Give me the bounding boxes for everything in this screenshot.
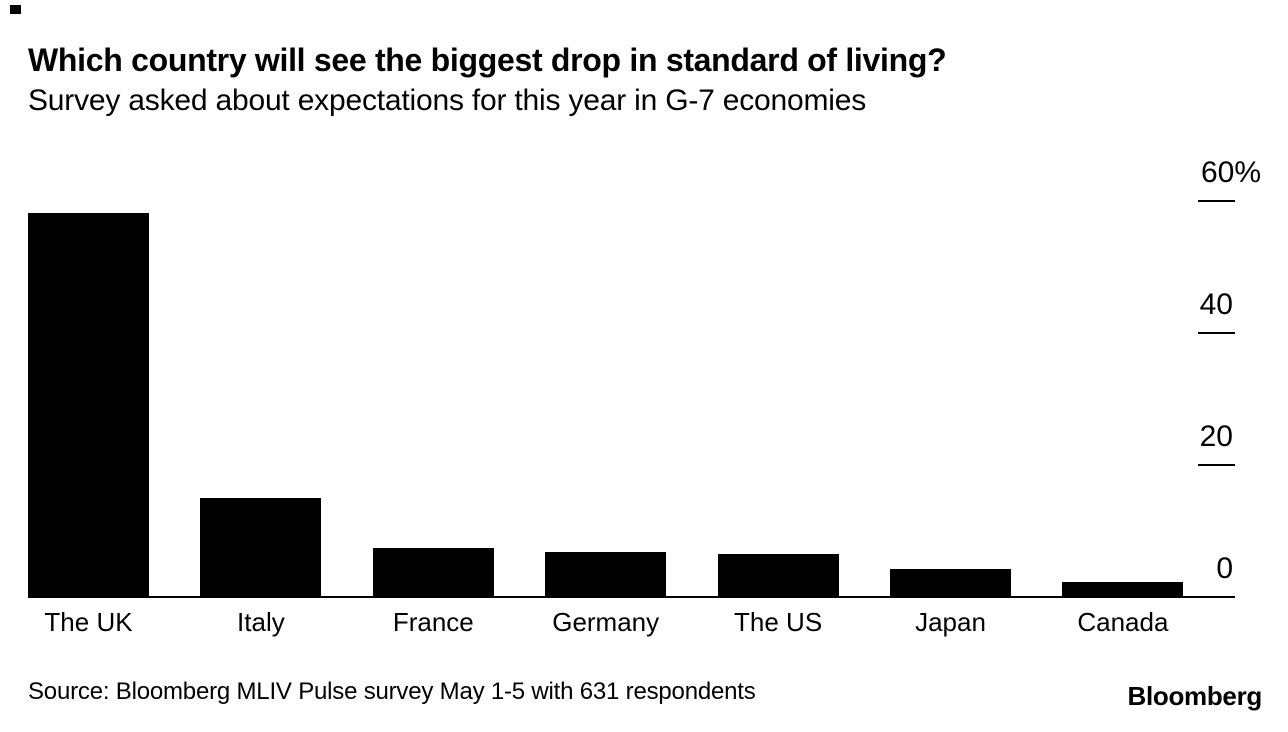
chart-title: Which country will see the biggest drop … (28, 42, 947, 78)
x-axis-label-canada: Canada (1077, 607, 1169, 637)
bloomberg-logo: Bloomberg (1127, 681, 1262, 711)
y-axis-tick-20 (1198, 464, 1235, 466)
x-axis-label-germany: Germany (552, 607, 660, 637)
chart-subtitle: Survey asked about expectations for this… (28, 84, 867, 117)
bar-japan (890, 568, 1011, 596)
bar-the-uk (28, 213, 149, 596)
brand-mark-icon (10, 5, 21, 14)
x-axis-label-the-us: The US (734, 607, 823, 637)
y-axis-tick-label-40: 40 (1199, 288, 1233, 321)
bar-france (372, 547, 494, 596)
bar-italy (200, 498, 322, 596)
x-axis-label-italy: Italy (237, 607, 285, 637)
source-note: Source: Bloomberg MLIV Pulse survey May … (28, 678, 756, 705)
x-axis-label-the-uk: The UK (44, 607, 133, 637)
y-axis-tick-label-20: 20 (1199, 420, 1233, 453)
y-axis-tick-label-0: 0 (1216, 552, 1233, 585)
bar-canada (1062, 582, 1184, 596)
x-axis-label-japan: Japan (915, 607, 986, 637)
bar-germany (545, 551, 667, 596)
y-axis-tick-40 (1198, 332, 1235, 334)
y-axis-tick-60 (1198, 200, 1235, 202)
y-axis-tick-label-60: 60% (1200, 156, 1261, 189)
bar-the-us (717, 553, 839, 596)
x-axis-label-france: France (392, 607, 474, 637)
x-axis-line (28, 596, 1235, 598)
